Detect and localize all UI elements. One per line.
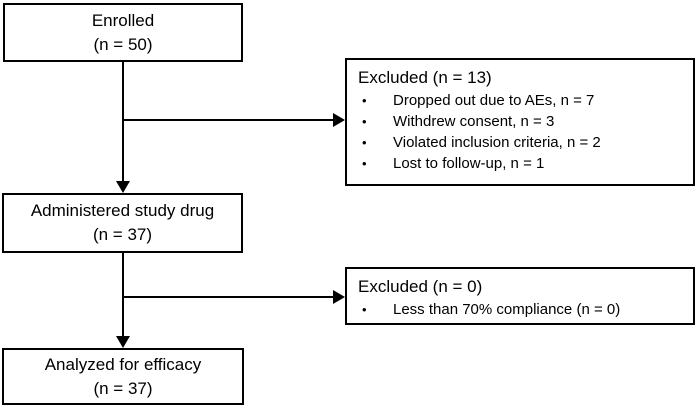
arrow-branch-to-excluded-1 [123, 113, 345, 127]
arrow-enrolled-to-administered [116, 62, 130, 193]
excluded-reason: Violated inclusion criteria, n = 2 [393, 134, 601, 151]
administered-box: Administered study drug (n = 37) [2, 193, 243, 253]
enrolled-count: (n = 50) [93, 34, 153, 54]
arrow-administered-to-analyzed [116, 253, 130, 348]
list-item: • Dropped out due to AEs, n = 7 [358, 90, 683, 111]
bullet-icon: • [362, 114, 367, 129]
bullet-icon: • [362, 135, 367, 150]
analyzed-box: Analyzed for efficacy (n = 37) [2, 348, 244, 405]
excluded-13-title: Excluded (n = 13) [358, 68, 492, 87]
bullet-icon: • [362, 93, 367, 108]
bullet-icon: • [362, 302, 367, 317]
excluded-13-box: Excluded (n = 13) • Dropped out due to A… [345, 58, 695, 186]
analyzed-count: (n = 37) [93, 378, 153, 398]
excluded-reason: Dropped out due to AEs, n = 7 [393, 92, 595, 109]
list-item: • Less than 70% compliance (n = 0) [358, 299, 683, 320]
bullet-icon: • [362, 156, 367, 171]
excluded-reason: Lost to follow-up, n = 1 [393, 155, 545, 172]
excluded-0-title: Excluded (n = 0) [358, 277, 483, 296]
excluded-13-reasons-list: • Dropped out due to AEs, n = 7 • Withdr… [358, 90, 683, 174]
arrow-branch-to-excluded-2 [123, 290, 345, 304]
enrolled-label: Enrolled [91, 10, 155, 30]
list-item: • Violated inclusion criteria, n = 2 [358, 132, 683, 153]
excluded-reason: Less than 70% compliance (n = 0) [393, 301, 621, 318]
excluded-0-reasons-list: • Less than 70% compliance (n = 0) [358, 299, 683, 320]
list-item: • Lost to follow-up, n = 1 [358, 153, 683, 174]
administered-count: (n = 37) [92, 225, 153, 244]
administered-label: Administered study drug [30, 201, 215, 220]
excluded-reason: Withdrew consent, n = 3 [393, 113, 555, 130]
excluded-0-box: Excluded (n = 0) • Less than 70% complia… [345, 267, 695, 325]
enrolled-box: Enrolled (n = 50) [3, 3, 243, 62]
list-item: • Withdrew consent, n = 3 [358, 111, 683, 132]
analyzed-label: Analyzed for efficacy [44, 354, 202, 374]
